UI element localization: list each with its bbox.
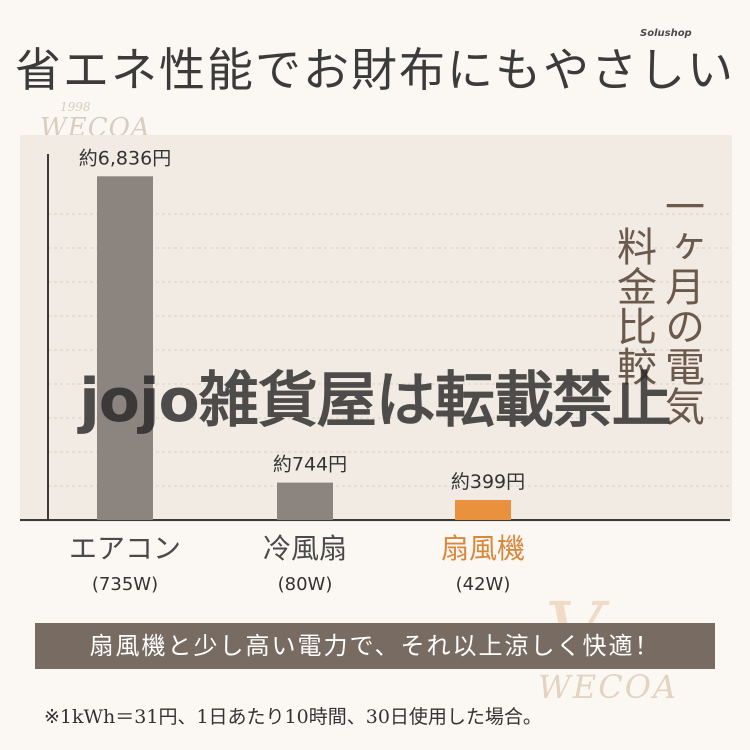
watermark-logo-bottom: WECOA	[538, 668, 679, 706]
category-sublabel-3: (42W)	[456, 574, 511, 595]
value-label-2: 約744円	[273, 454, 347, 476]
category-label-3: 扇風機	[441, 532, 525, 565]
watermark-year-top: 1998	[60, 100, 91, 114]
category-sublabel-1: (735W)	[92, 574, 158, 595]
category-label-1: エアコン	[69, 532, 181, 565]
category-label-2: 冷風扇	[263, 532, 347, 565]
value-label-3: 約399円	[451, 471, 525, 493]
benefit-banner: 扇風機と少し高い電力で、それ以上涼しく快適！	[35, 623, 715, 669]
side-title-line-2: 料金比較	[610, 226, 656, 386]
bar-2	[277, 482, 333, 520]
overlay-watermark: jojo雑貨屋は転載禁止	[79, 366, 672, 436]
value-label-1: 約6,836円	[79, 147, 171, 169]
bar-3	[455, 499, 511, 520]
category-sublabel-2: (80W)	[278, 574, 333, 595]
footnote: ※1kWh＝31円、1日あたり10時間、30日使用した場合。	[44, 706, 542, 728]
bar-1	[97, 176, 153, 520]
side-title-line-1: 一ヶ月の電気	[658, 186, 704, 426]
brand-tag: Solushop	[640, 28, 692, 39]
page-title: 省エネ性能でお財布にもやさしい	[15, 43, 735, 97]
